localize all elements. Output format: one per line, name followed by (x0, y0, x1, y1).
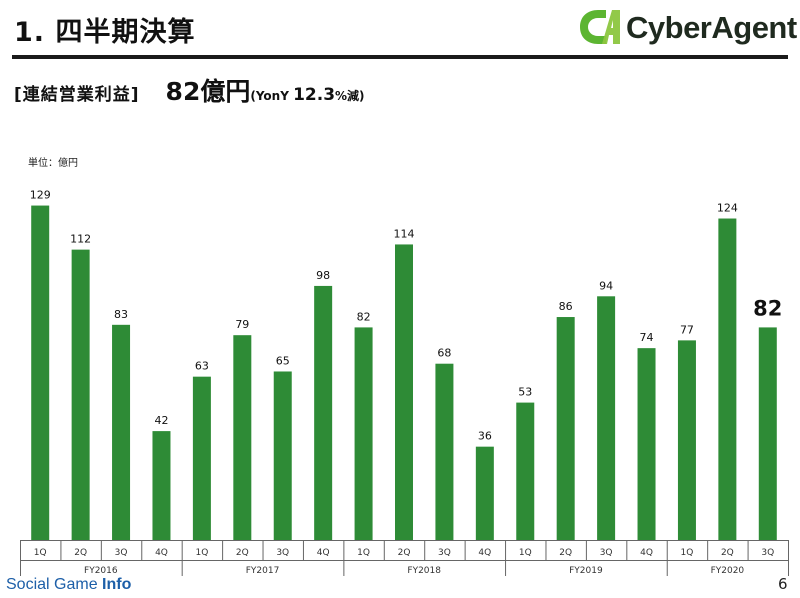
x-tick-label: 3Q (276, 548, 289, 558)
x-tick-label: 1Q (681, 548, 694, 558)
group-label: FY2020 (711, 566, 745, 576)
data-label: 86 (559, 300, 573, 313)
data-label: 68 (437, 347, 451, 360)
subtitle-label: [連結営業利益] (14, 85, 140, 105)
source-logo: Social Game Info (6, 576, 131, 594)
data-label: 112 (70, 233, 91, 246)
data-label: 114 (394, 227, 415, 240)
bar (112, 324, 131, 540)
header-divider (12, 55, 788, 59)
x-tick-label: 1Q (195, 548, 208, 558)
x-tick-label: 3Q (115, 548, 128, 558)
operating-profit-chart: 129 1Q 112 2Q 83 3Q 42 4Q 63 1Q 79 2Q 65 3Q 98 4Q 82 1Q 11… (20, 189, 789, 576)
data-label: 65 (276, 354, 290, 367)
x-tick-label: 1Q (357, 548, 370, 558)
x-tick-label: 2Q (236, 548, 249, 558)
data-label: 42 (154, 414, 168, 427)
x-tick-label: 2Q (559, 548, 572, 558)
bar (152, 431, 171, 540)
data-label: 74 (640, 331, 654, 344)
group-label: FY2019 (569, 566, 603, 576)
data-label: 82 (357, 310, 371, 323)
subtitle-value: 82億円 (165, 77, 251, 106)
bar (597, 296, 616, 540)
group-label: FY2016 (84, 566, 118, 576)
bar (273, 371, 292, 540)
page-title: 1. 四半期決算 (14, 17, 196, 48)
data-label: 79 (235, 318, 249, 331)
x-tick-label: 1Q (519, 548, 532, 558)
subtitle-yoy-value: 12.3 (293, 85, 336, 105)
bar (758, 327, 777, 540)
data-label: 124 (717, 202, 738, 215)
bar (677, 340, 696, 540)
source-logo-plain: Social Game (6, 576, 103, 593)
bar (395, 244, 413, 540)
unit-label: 単位：億円 (28, 158, 78, 169)
bar (637, 348, 656, 540)
bar (192, 376, 211, 540)
data-label: 53 (518, 386, 532, 399)
cyberagent-logo-icon (580, 10, 620, 44)
page-number: 6 (778, 575, 788, 593)
data-label: 98 (316, 269, 330, 282)
logo-wordmark: CyberAgent (626, 10, 797, 45)
x-tick-label: 3Q (761, 548, 774, 558)
x-tick-label: 3Q (438, 548, 451, 558)
bar (556, 317, 575, 540)
subtitle-yoy-prefix: (YonY (250, 89, 294, 103)
subtitle-yoy-suffix: %減) (335, 89, 365, 103)
group-label: FY2017 (246, 566, 280, 576)
bar (354, 327, 373, 540)
x-tick-label: 3Q (600, 548, 613, 558)
bar (233, 335, 252, 540)
x-tick-label: 4Q (640, 548, 653, 558)
x-tick-label: 4Q (478, 548, 491, 558)
bar (71, 249, 90, 540)
x-tick-label: 4Q (155, 548, 168, 558)
bar (31, 205, 50, 541)
x-tick-label: 2Q (398, 548, 411, 558)
data-label: 36 (478, 430, 492, 443)
bar (475, 446, 494, 540)
data-label: 77 (680, 323, 694, 336)
x-tick-label: 1Q (34, 548, 47, 558)
data-label: 83 (114, 308, 128, 321)
data-label: 63 (195, 360, 209, 373)
data-label: 129 (30, 189, 51, 202)
x-tick-label: 2Q (74, 548, 87, 558)
subtitle: [連結営業利益] 82億円(YonY 12.3%減) (14, 72, 365, 108)
bar (718, 218, 737, 540)
group-label: FY2018 (407, 566, 441, 576)
x-tick-label: 4Q (317, 548, 330, 558)
bar (435, 363, 454, 540)
data-label: 94 (599, 279, 613, 292)
cyberagent-logo: CyberAgent (576, 6, 797, 50)
source-logo-bold: Info (102, 576, 132, 593)
bar (516, 402, 535, 540)
bar (314, 285, 333, 540)
x-tick-label: 2Q (721, 548, 734, 558)
data-label: 82 (753, 296, 782, 320)
